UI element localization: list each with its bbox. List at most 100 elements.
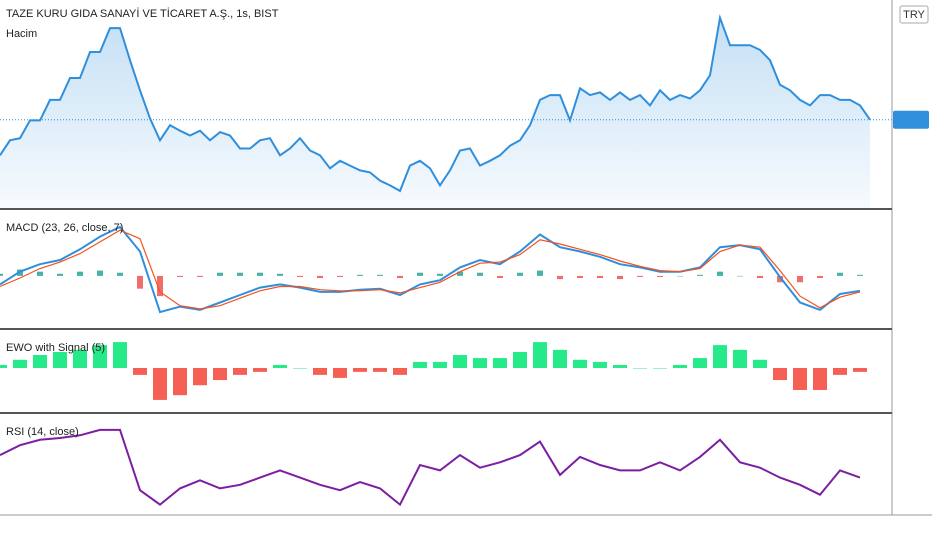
histogram-bar <box>533 342 547 368</box>
histogram-bar <box>317 275 323 279</box>
histogram-bar <box>257 272 263 276</box>
volume-label: Hacim <box>6 28 37 40</box>
histogram-bar <box>597 275 603 279</box>
histogram-bar <box>397 275 403 279</box>
histogram-bar <box>637 275 643 277</box>
histogram-bar <box>517 272 523 276</box>
histogram-bar <box>697 274 703 276</box>
histogram-bar <box>437 273 443 276</box>
histogram-bar <box>393 367 407 375</box>
histogram-bar <box>757 275 763 279</box>
histogram-bar <box>593 361 607 368</box>
histogram-bar <box>0 364 7 368</box>
histogram-bar <box>513 352 527 368</box>
histogram-bar <box>733 349 747 368</box>
histogram-bar <box>153 367 167 400</box>
histogram-bar <box>37 271 43 276</box>
rsi-title: RSI (14, close) <box>6 426 79 438</box>
histogram-bar <box>857 274 863 276</box>
histogram-bar <box>57 273 63 276</box>
histogram-bar <box>793 367 807 390</box>
histogram-bar <box>97 270 103 276</box>
histogram-bar <box>217 272 223 276</box>
histogram-bar <box>633 367 647 369</box>
ewo-title: EWO with Signal (5) <box>6 342 105 354</box>
histogram-bar <box>653 367 667 369</box>
histogram-bar <box>813 367 827 390</box>
histogram-bar <box>173 367 187 396</box>
histogram-bar <box>337 275 343 277</box>
histogram-bar <box>297 275 303 277</box>
histogram-bar <box>433 361 447 368</box>
histogram-bar <box>473 358 487 368</box>
histogram-bar <box>237 272 243 276</box>
histogram-bar <box>693 358 707 368</box>
currency: TRY <box>903 9 925 21</box>
histogram-bar <box>677 275 683 277</box>
histogram-bar <box>797 275 803 283</box>
histogram-bar <box>817 275 823 279</box>
histogram-bar <box>293 367 307 369</box>
histogram-bar <box>33 355 47 368</box>
histogram-bar <box>273 364 287 368</box>
histogram-bar <box>253 367 267 372</box>
histogram-bar <box>413 361 427 368</box>
histogram-bar <box>553 349 567 368</box>
histogram-bar <box>333 367 347 378</box>
histogram-bar <box>117 272 123 276</box>
histogram-bar <box>377 274 383 276</box>
histogram-bar <box>197 275 203 277</box>
histogram-bar <box>577 275 583 279</box>
histogram-bar <box>373 367 387 372</box>
histogram-bar <box>753 359 767 368</box>
histogram-bar <box>837 272 843 276</box>
histogram-bar <box>233 367 247 375</box>
histogram-bar <box>453 355 467 368</box>
histogram-bar <box>497 275 503 279</box>
histogram-bar <box>657 275 663 277</box>
histogram-bar <box>673 364 687 368</box>
histogram-bar <box>417 272 423 276</box>
histogram-bar <box>557 275 563 280</box>
histogram-bar <box>133 367 147 375</box>
histogram-bar <box>193 367 207 386</box>
histogram-bar <box>13 359 27 368</box>
histogram-bar <box>717 271 723 276</box>
histogram-bar <box>537 270 543 276</box>
histogram-bar <box>277 273 283 276</box>
histogram-bar <box>177 275 183 277</box>
histogram-bar <box>73 349 87 368</box>
macd-line <box>0 229 861 310</box>
histogram-bar <box>77 271 83 276</box>
histogram-bar <box>573 359 587 368</box>
histogram-bar <box>113 342 127 368</box>
histogram-bar <box>93 345 107 368</box>
histogram-bar <box>833 367 847 375</box>
histogram-bar <box>313 367 327 375</box>
macd-title: MACD (23, 26, close, 7) <box>6 222 123 234</box>
histogram-bar <box>0 273 3 276</box>
histogram-bar <box>477 272 483 276</box>
histogram-bar <box>617 275 623 280</box>
histogram-bar <box>457 271 463 276</box>
histogram-bar <box>777 275 783 283</box>
histogram-bar <box>53 352 67 368</box>
histogram-bar <box>357 274 363 276</box>
histogram-bar <box>737 275 743 277</box>
histogram-bar <box>493 358 507 368</box>
histogram-bar <box>713 345 727 368</box>
price-line <box>0 13 871 193</box>
histogram-bar <box>157 275 163 297</box>
histogram-bar <box>353 367 367 372</box>
last-price-box <box>893 110 929 129</box>
histogram-bar <box>213 367 227 381</box>
currency-box[interactable] <box>899 5 929 24</box>
histogram-bar <box>613 364 627 368</box>
histogram-bar <box>137 275 143 289</box>
area-fill <box>0 17 870 208</box>
chart-title: TAZE KURU GIDA SANAYİ VE TİCARET A.Ş., 1… <box>6 7 279 20</box>
histogram-bar <box>773 367 787 381</box>
histogram-bar <box>853 367 867 372</box>
